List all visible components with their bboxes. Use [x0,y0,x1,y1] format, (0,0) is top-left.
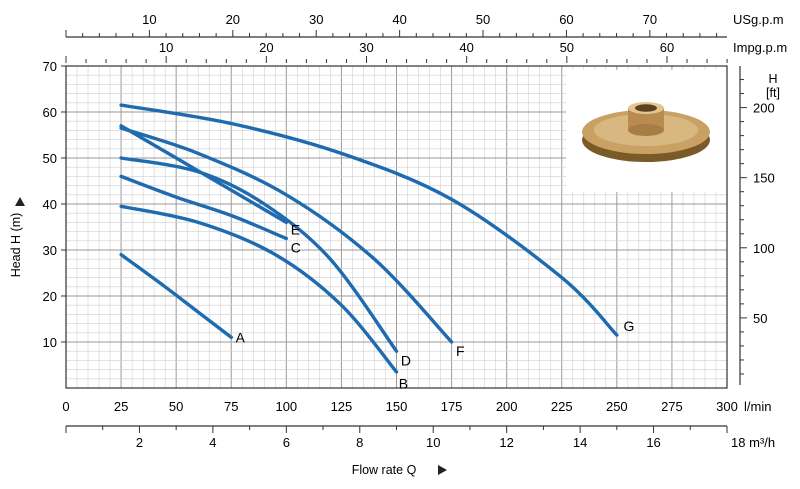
ft-tick-label: 100 [753,241,775,256]
impgpm-tick-label: 40 [459,40,473,55]
m3h-tick-label: 16 [646,435,660,450]
ft-tick-label: 200 [753,101,775,116]
usgpm-tick-label: 50 [476,12,490,27]
y-tick-label: 20 [43,289,57,304]
impgpm-tick-label: 30 [359,40,373,55]
m3h-tick-label: 14 [573,435,587,450]
x-arrow-icon [438,465,447,475]
series-label-d: D [401,352,411,368]
impeller-photo [566,70,728,192]
m3h-unit-label: 18 m³/h [731,435,775,450]
y-tick-label: 70 [43,59,57,74]
series-line-a [119,252,233,340]
usgpm-tick-label: 30 [309,12,323,27]
series-label-c: C [291,240,301,256]
usgpm-tick-label: 20 [226,12,240,27]
series-line-e [119,124,288,225]
usgpm-tick-label: 60 [559,12,573,27]
series-line-c [119,174,288,241]
y-axis-label: Head H (m) [9,213,23,278]
impgpm-tick-label: 60 [660,40,674,55]
x-tick-label: 275 [661,399,683,414]
x-tick-label: 125 [331,399,353,414]
m3h-tick-label: 12 [499,435,513,450]
impgpm-tick-label: 20 [259,40,273,55]
y-arrow-icon [15,197,25,206]
ft-axis-label: H [768,72,777,86]
impgpm-unit-label: Impg.p.m [733,40,787,55]
m3h-tick-label: 6 [283,435,290,450]
x-tick-label: 200 [496,399,518,414]
x-unit-label: l/min [744,399,771,414]
impgpm-tick-label: 10 [159,40,173,55]
y-tick-label: 40 [43,197,57,212]
impgpm-tick-label: 50 [560,40,574,55]
x-tick-label: 50 [169,399,183,414]
series-label-b: B [399,375,408,391]
series-line-b [119,204,399,374]
x-tick-label: 150 [386,399,408,414]
x-tick-label: 75 [224,399,238,414]
x-axis-label: Flow rate Q [352,463,417,477]
usgpm-tick-label: 10 [142,12,156,27]
ft-axis-unit: [ft] [766,86,780,100]
y-tick-label: 30 [43,243,57,258]
series-label-e: E [291,221,300,237]
x-tick-label: 25 [114,399,128,414]
ft-tick-label: 150 [753,171,775,186]
m3h-tick-label: 2 [136,435,143,450]
y-tick-label: 60 [43,105,57,120]
x-tick-label: 300 [716,399,738,414]
series-label-g: G [623,318,634,334]
series-label-a: A [236,329,246,345]
series-label-f: F [456,343,465,359]
plot-frame [65,65,728,389]
series-line-g [119,103,619,337]
series-group: A B C D E F G [119,103,634,391]
ft-tick-label: 50 [753,311,767,326]
x-tick-label: 225 [551,399,573,414]
usgpm-unit-label: USg.p.m [733,12,784,27]
x-tick-label: 0 [62,399,69,414]
x-tick-label: 175 [441,399,463,414]
m3h-tick-label: 10 [426,435,440,450]
x-tick-label: 100 [275,399,297,414]
series-line-d [119,156,399,353]
usgpm-tick-label: 70 [643,12,657,27]
y-tick-label: 50 [43,151,57,166]
series-line-f [119,126,454,344]
m3h-tick-label: 4 [209,435,216,450]
m3h-tick-label: 8 [356,435,363,450]
y-tick-label: 10 [43,335,57,350]
x-tick-label: 250 [606,399,628,414]
usgpm-tick-label: 40 [392,12,406,27]
